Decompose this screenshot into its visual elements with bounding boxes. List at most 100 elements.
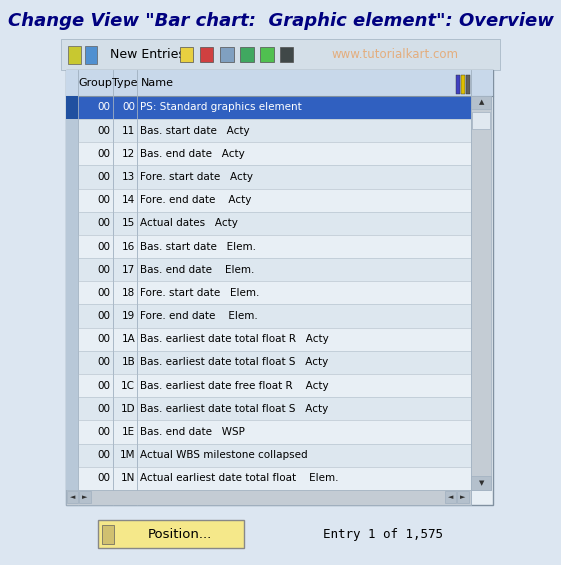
Bar [66, 374, 471, 397]
Bar [457, 490, 469, 503]
Text: New Entries: New Entries [110, 48, 185, 61]
Text: 00: 00 [98, 265, 111, 275]
Bar [66, 189, 471, 212]
Text: 00: 00 [98, 288, 111, 298]
Text: Entry 1 of 1,575: Entry 1 of 1,575 [323, 528, 443, 541]
FancyBboxPatch shape [98, 520, 244, 549]
Bar [66, 328, 78, 351]
Text: ▲: ▲ [479, 99, 484, 106]
Bar [471, 96, 491, 110]
Text: ▼: ▼ [479, 480, 484, 486]
Text: Fore. end date    Acty: Fore. end date Acty [140, 195, 251, 205]
Text: 18: 18 [122, 288, 135, 298]
Text: 1B: 1B [121, 358, 135, 367]
Bar [66, 467, 471, 490]
Bar [66, 444, 471, 467]
Text: www.tutorialkart.com: www.tutorialkart.com [332, 48, 459, 61]
Bar [66, 212, 471, 235]
Bar [66, 96, 471, 119]
Text: Bas. start date   Elem.: Bas. start date Elem. [140, 241, 256, 251]
Text: Bas. end date   WSP: Bas. end date WSP [140, 427, 245, 437]
Bar [471, 96, 491, 490]
Text: 00: 00 [98, 125, 111, 136]
Bar [466, 76, 470, 94]
Bar [200, 47, 213, 62]
Text: 00: 00 [98, 381, 111, 390]
Bar [66, 397, 78, 420]
Bar [66, 96, 78, 119]
Bar [67, 490, 79, 503]
Bar [180, 47, 194, 62]
Text: 00: 00 [122, 102, 135, 112]
Text: Position...: Position... [148, 528, 212, 541]
Bar [66, 212, 78, 235]
Bar [279, 47, 293, 62]
Bar [66, 189, 78, 212]
Bar [66, 397, 471, 420]
Bar [79, 490, 91, 503]
Text: Fore. start date   Elem.: Fore. start date Elem. [140, 288, 260, 298]
Text: Type: Type [112, 78, 138, 88]
Text: Actual earliest date total float    Elem.: Actual earliest date total float Elem. [140, 473, 339, 484]
Text: Bas. earliest date total float R   Acty: Bas. earliest date total float R Acty [140, 334, 329, 344]
Text: Bas. earliest date free float R    Acty: Bas. earliest date free float R Acty [140, 381, 329, 390]
Text: Group: Group [79, 78, 113, 88]
Text: Fore. end date    Elem.: Fore. end date Elem. [140, 311, 258, 321]
Bar [461, 76, 465, 94]
Text: 00: 00 [98, 149, 111, 159]
Bar [66, 305, 78, 328]
Bar [472, 112, 490, 129]
Bar [66, 328, 471, 351]
Text: 14: 14 [122, 195, 135, 205]
Bar [66, 119, 471, 142]
Text: Bas. earliest date total float S   Acty: Bas. earliest date total float S Acty [140, 404, 328, 414]
Text: Actual WBS milestone collapsed: Actual WBS milestone collapsed [140, 450, 308, 460]
Text: 00: 00 [98, 102, 111, 112]
Bar [66, 258, 78, 281]
Text: 1A: 1A [121, 334, 135, 344]
Text: 15: 15 [122, 218, 135, 228]
Bar [66, 281, 471, 305]
Bar [66, 70, 493, 96]
Bar [66, 305, 471, 328]
Text: 00: 00 [98, 358, 111, 367]
Text: Bas. start date   Acty: Bas. start date Acty [140, 125, 250, 136]
Text: 1M: 1M [119, 450, 135, 460]
Bar [260, 47, 274, 62]
Text: ◄: ◄ [70, 494, 75, 500]
Text: 17: 17 [122, 265, 135, 275]
Bar [66, 235, 78, 258]
Text: 00: 00 [98, 195, 111, 205]
Text: 16: 16 [122, 241, 135, 251]
Text: 00: 00 [98, 404, 111, 414]
Bar [66, 235, 471, 258]
Text: 00: 00 [98, 473, 111, 484]
Bar [66, 281, 78, 305]
Bar [66, 142, 471, 166]
Text: Fore. start date   Acty: Fore. start date Acty [140, 172, 253, 182]
Text: 00: 00 [98, 450, 111, 460]
Bar [66, 351, 78, 374]
Bar [85, 46, 97, 63]
Bar [66, 70, 493, 505]
Bar [66, 166, 78, 189]
Text: ►: ► [82, 494, 88, 500]
Bar [66, 166, 471, 189]
Bar [66, 467, 78, 490]
Bar [471, 476, 491, 490]
Bar [445, 490, 456, 503]
Bar [66, 490, 471, 505]
Text: Bas. end date   Acty: Bas. end date Acty [140, 149, 245, 159]
Text: 11: 11 [122, 125, 135, 136]
Text: 00: 00 [98, 311, 111, 321]
Text: 1E: 1E [122, 427, 135, 437]
Text: 00: 00 [98, 172, 111, 182]
Bar [61, 39, 500, 70]
Text: 00: 00 [98, 218, 111, 228]
Text: ◄: ◄ [448, 494, 453, 500]
Bar [66, 420, 471, 444]
Text: 13: 13 [122, 172, 135, 182]
Bar [68, 46, 81, 63]
Text: Bas. earliest date total float S   Acty: Bas. earliest date total float S Acty [140, 358, 328, 367]
Text: 1D: 1D [121, 404, 135, 414]
